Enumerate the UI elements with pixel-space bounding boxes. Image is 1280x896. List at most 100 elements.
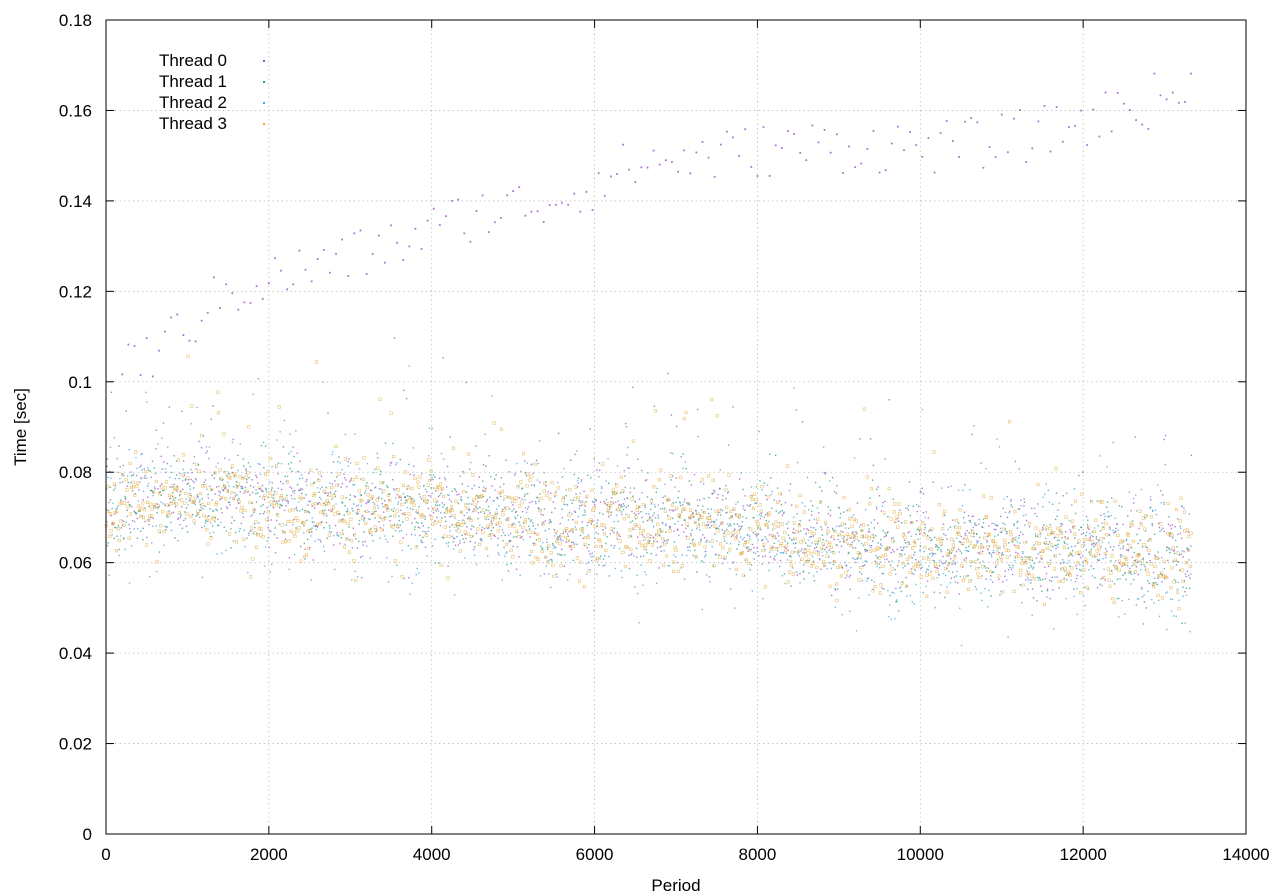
- data-point: [194, 500, 196, 503]
- data-point: [812, 560, 815, 562]
- outlier-point: [145, 337, 148, 339]
- data-point: [295, 506, 298, 508]
- data-point: [864, 564, 866, 566]
- data-point: [551, 560, 553, 562]
- data-point: [520, 516, 522, 519]
- data-point: [801, 538, 805, 542]
- data-point: [430, 495, 432, 497]
- data-point: [729, 523, 731, 525]
- data-point: [977, 558, 979, 561]
- data-point: [1022, 552, 1024, 555]
- data-point: [531, 500, 533, 503]
- data-point: [638, 498, 641, 500]
- data-point: [547, 544, 551, 548]
- data-point: [517, 514, 519, 517]
- data-point: [798, 493, 802, 497]
- data-point: [390, 515, 392, 517]
- data-point: [835, 582, 839, 586]
- data-point: [1143, 564, 1145, 566]
- data-point: [608, 575, 611, 577]
- data-point: [932, 553, 934, 556]
- data-point: [915, 504, 918, 506]
- data-point: [550, 492, 552, 495]
- data-point: [710, 521, 712, 523]
- data-point: [455, 522, 459, 526]
- data-point: [107, 476, 109, 479]
- outlier-point: [725, 130, 728, 133]
- data-point: [1083, 537, 1087, 542]
- data-point: [295, 527, 297, 529]
- data-point: [697, 542, 702, 546]
- data-point: [1130, 547, 1133, 549]
- data-point: [400, 499, 402, 501]
- data-point: [1076, 588, 1078, 590]
- data-point: [1157, 577, 1159, 579]
- data-point: [1158, 522, 1160, 525]
- data-point: [154, 479, 158, 484]
- data-point: [319, 488, 322, 490]
- data-point: [656, 522, 660, 526]
- outlier-point: [573, 192, 576, 195]
- data-point: [677, 528, 679, 531]
- data-point: [878, 495, 881, 497]
- data-point: [395, 509, 399, 513]
- data-point: [273, 500, 276, 502]
- data-point: [589, 428, 591, 430]
- data-point: [1087, 519, 1089, 521]
- data-point: [811, 510, 813, 513]
- data-point: [1002, 507, 1004, 510]
- data-point: [160, 485, 164, 489]
- data-point: [246, 481, 248, 484]
- data-point: [872, 548, 876, 552]
- data-point: [560, 554, 562, 556]
- data-point: [211, 499, 213, 501]
- data-point: [217, 524, 220, 526]
- data-point: [303, 532, 305, 534]
- data-point: [345, 510, 348, 513]
- data-point: [899, 553, 901, 555]
- data-point: [1004, 523, 1006, 526]
- data-point: [568, 530, 571, 533]
- data-point: [733, 529, 735, 532]
- data-point: [502, 508, 506, 512]
- data-point: [511, 510, 513, 512]
- data-point: [515, 462, 518, 465]
- data-point: [1110, 560, 1112, 562]
- data-point: [1040, 585, 1042, 587]
- data-point: [797, 551, 799, 553]
- data-point: [283, 419, 286, 422]
- data-point: [317, 478, 321, 482]
- data-point: [1118, 505, 1121, 507]
- data-point: [1069, 553, 1072, 555]
- data-point: [431, 508, 434, 510]
- data-point: [772, 557, 775, 560]
- data-point: [1062, 562, 1064, 564]
- data-point: [512, 523, 514, 525]
- data-point: [929, 547, 933, 551]
- data-point: [721, 509, 724, 512]
- data-point: [836, 484, 838, 487]
- outlier-point: [493, 221, 496, 224]
- data-point: [953, 576, 956, 578]
- data-point: [361, 514, 364, 517]
- data-point: [375, 498, 379, 502]
- outlier-point: [652, 149, 655, 152]
- data-point: [268, 529, 271, 532]
- data-point: [781, 574, 784, 577]
- data-point: [659, 508, 662, 510]
- data-point: [570, 548, 573, 551]
- data-point: [119, 466, 121, 468]
- data-point: [193, 455, 196, 458]
- data-point: [870, 544, 873, 547]
- data-point: [846, 538, 848, 541]
- data-point: [628, 528, 632, 532]
- data-point: [160, 455, 162, 458]
- data-point: [641, 469, 643, 472]
- data-point: [593, 609, 595, 612]
- data-point: [189, 514, 193, 518]
- data-point: [438, 477, 441, 480]
- data-point: [444, 510, 448, 514]
- data-point: [810, 535, 813, 538]
- data-point: [1139, 539, 1141, 541]
- data-point: [205, 446, 208, 448]
